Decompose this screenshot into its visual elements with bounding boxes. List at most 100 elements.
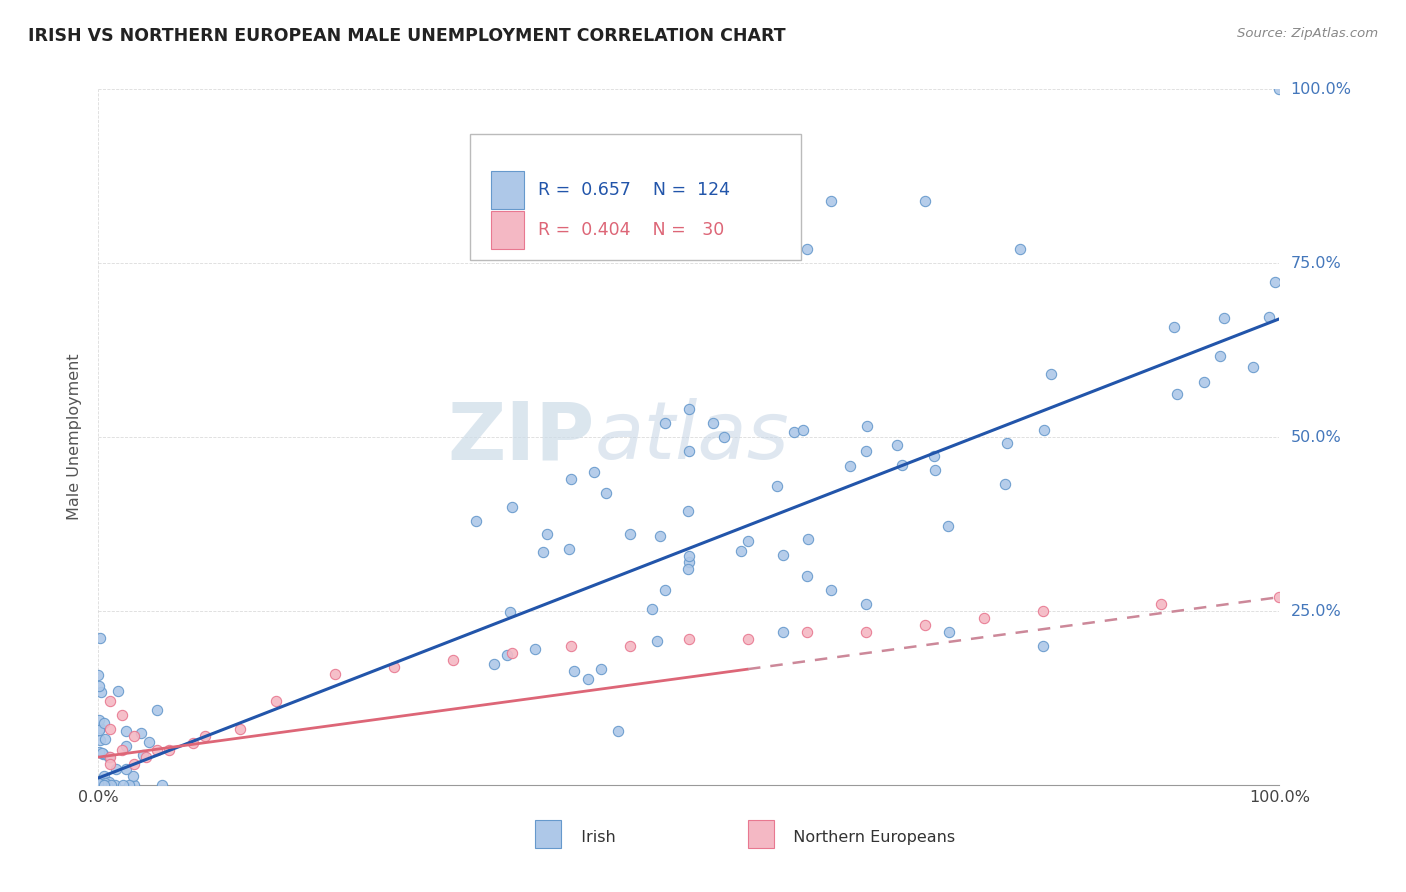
Point (654, 583, 676, 598)
Text: 50.0%: 50.0% (1291, 430, 1341, 444)
Point (938, 624, 960, 639)
Point (323, 666, 346, 681)
Point (496, 648, 519, 663)
Text: R =  0.657    N =  124: R = 0.657 N = 124 (537, 181, 730, 199)
Point (98, 694, 121, 708)
Point (115, 739, 138, 754)
Point (89, 778, 111, 792)
Point (115, 723, 138, 738)
Point (1241, 360, 1264, 375)
Point (94, 731, 117, 746)
Point (1032, 604, 1054, 618)
Point (111, 743, 134, 757)
Point (157, 743, 180, 757)
Y-axis label: Male Unemployment: Male Unemployment (67, 354, 83, 520)
Point (91, 778, 114, 792)
Point (855, 444, 877, 458)
Point (98, 750, 121, 764)
Point (264, 694, 287, 708)
Point (93, 778, 115, 792)
Point (737, 632, 759, 646)
Point (501, 646, 523, 660)
Point (118, 778, 141, 792)
Point (654, 416, 676, 430)
Point (87, 679, 110, 693)
Point (87, 776, 110, 790)
Point (855, 624, 877, 639)
Point (382, 659, 405, 673)
Point (87, 773, 110, 788)
Point (111, 708, 134, 723)
Point (87, 778, 110, 792)
Point (1150, 597, 1173, 611)
Point (994, 476, 1017, 491)
Point (1209, 350, 1232, 364)
Point (564, 665, 586, 679)
Point (606, 723, 628, 738)
Point (98, 750, 121, 764)
Text: ZIP: ZIP (447, 398, 595, 476)
Point (796, 569, 818, 583)
Point (772, 624, 794, 639)
Point (772, 549, 794, 563)
Point (1032, 639, 1054, 653)
Point (194, 729, 217, 743)
Point (501, 500, 523, 514)
Point (648, 529, 671, 543)
Point (87, 778, 110, 792)
Point (914, 194, 936, 208)
Point (129, 726, 152, 740)
Point (589, 662, 612, 676)
Point (181, 736, 204, 750)
Point (678, 549, 700, 563)
Point (1268, 590, 1291, 604)
Text: Irish: Irish (571, 830, 616, 845)
Point (595, 485, 617, 500)
Text: Northern Europeans: Northern Europeans (783, 830, 956, 845)
Point (1268, 82, 1291, 96)
Bar (536, 820, 561, 847)
Point (150, 778, 173, 792)
Point (90, 684, 112, 698)
Point (98, 778, 121, 792)
Point (138, 735, 160, 749)
Point (1163, 320, 1185, 334)
Point (115, 763, 138, 777)
Point (89, 721, 111, 735)
Point (1212, 310, 1234, 325)
Point (995, 436, 1018, 450)
Point (87, 778, 110, 792)
Text: 100.0%: 100.0% (1291, 82, 1351, 96)
Point (122, 778, 145, 792)
Point (122, 729, 145, 743)
Point (1192, 375, 1215, 389)
Point (89, 778, 111, 792)
Point (131, 747, 153, 762)
Bar (748, 820, 773, 847)
Text: atlas: atlas (595, 398, 789, 476)
Bar (491, 211, 523, 249)
Point (90, 778, 112, 792)
Point (796, 242, 818, 256)
Point (796, 624, 818, 639)
Point (936, 519, 959, 533)
Point (87, 778, 110, 792)
Point (678, 402, 700, 417)
Point (93, 769, 115, 783)
Point (93, 778, 115, 792)
Point (1039, 368, 1062, 382)
Point (583, 465, 606, 479)
Point (855, 597, 877, 611)
Point (94, 778, 117, 792)
Point (536, 527, 558, 541)
Point (94, 776, 117, 790)
Point (89, 631, 111, 645)
Point (91, 778, 114, 792)
Point (91, 778, 114, 792)
Point (146, 703, 169, 717)
Point (678, 444, 700, 458)
Point (89, 733, 111, 747)
Point (560, 639, 582, 653)
Point (482, 657, 505, 671)
Point (820, 583, 842, 598)
